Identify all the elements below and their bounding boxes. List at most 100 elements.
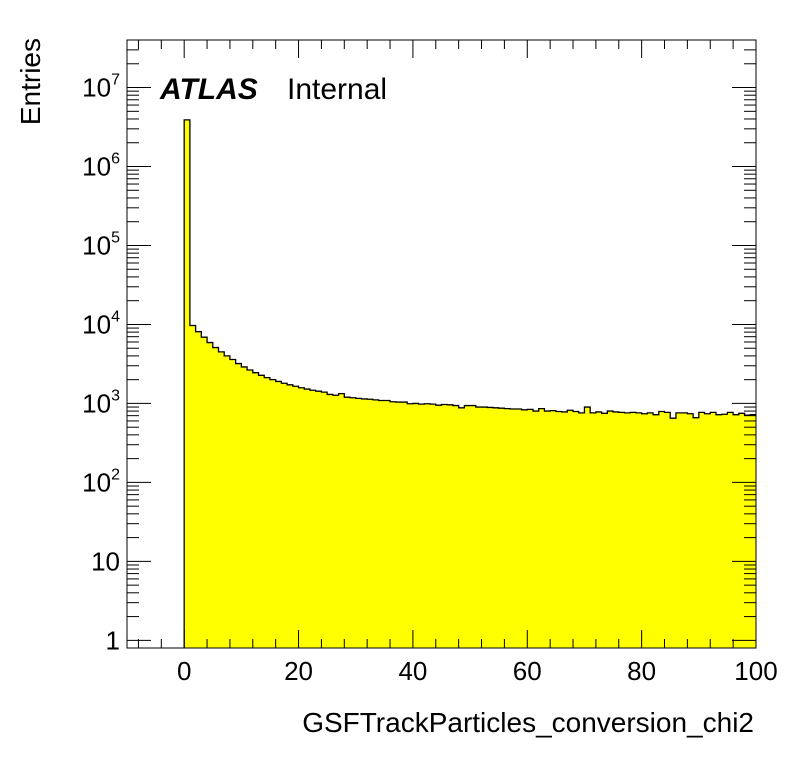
histogram-bar xyxy=(578,412,585,648)
histogram-bar xyxy=(435,405,442,648)
plot-frame xyxy=(126,39,757,649)
x-tick-label: 80 xyxy=(627,656,656,686)
histogram-bar xyxy=(613,411,620,648)
histogram-bar xyxy=(252,372,259,648)
histogram-bar xyxy=(258,375,265,648)
histogram-bar xyxy=(710,412,717,648)
histogram-bar xyxy=(590,412,597,648)
histogram-bar xyxy=(584,407,591,648)
histogram-bar xyxy=(292,386,299,648)
histogram-bar xyxy=(647,412,654,648)
histogram-bar xyxy=(698,412,705,648)
x-tick-label: 20 xyxy=(284,656,313,686)
histogram-bar xyxy=(750,414,757,648)
histogram-bar xyxy=(675,412,682,648)
histogram-bar xyxy=(264,377,271,648)
histogram-bar xyxy=(407,403,414,648)
histogram-bar xyxy=(555,411,562,648)
histogram-bar xyxy=(687,413,694,648)
histogram-bar xyxy=(338,393,345,648)
histogram-bar xyxy=(618,412,625,648)
histogram-bar xyxy=(704,413,711,648)
histogram-bar xyxy=(367,399,374,648)
histogram-bar xyxy=(327,394,334,648)
histogram-bar xyxy=(355,398,362,648)
histogram-bar xyxy=(475,407,482,648)
histogram-bar xyxy=(452,405,459,648)
histogram-bar xyxy=(229,359,236,648)
histogram-bar xyxy=(721,414,728,648)
histogram-bars xyxy=(183,119,757,649)
histogram-bar xyxy=(309,390,316,648)
histogram-bar xyxy=(304,389,311,648)
histogram-bar xyxy=(464,405,471,648)
histogram-bar xyxy=(670,418,677,648)
histogram-bar xyxy=(738,413,745,648)
histogram-bar xyxy=(424,403,431,648)
histogram-bar xyxy=(287,384,294,648)
x-tick-label: 60 xyxy=(513,656,542,686)
histogram-bar xyxy=(269,379,276,648)
y-axis-title: Entries xyxy=(15,38,46,125)
histogram-bar xyxy=(401,402,408,648)
histogram-bar xyxy=(532,411,540,648)
histogram-bar xyxy=(458,407,465,648)
histogram-bar xyxy=(189,325,196,648)
histogram-bar xyxy=(212,347,219,648)
histogram-bar xyxy=(624,412,631,648)
histogram-bar xyxy=(498,408,505,648)
histogram-bar xyxy=(630,412,637,648)
histogram-bar xyxy=(521,409,528,648)
histogram-bar xyxy=(492,407,499,648)
atlas-label: ATLAS xyxy=(159,73,258,106)
histogram-bar xyxy=(573,411,580,648)
histogram-bar xyxy=(504,408,511,648)
y-tick-label: 106 xyxy=(82,151,120,182)
histogram-bar xyxy=(195,331,202,648)
histogram-bar xyxy=(470,405,477,648)
histogram-bar xyxy=(344,397,351,648)
histogram-bar xyxy=(361,398,368,648)
histogram-bar xyxy=(544,411,551,648)
y-tick-label: 1 xyxy=(106,625,120,655)
histogram-bar xyxy=(247,370,254,648)
histogram-bar xyxy=(595,411,602,648)
y-tick-label: 102 xyxy=(82,466,120,497)
histogram-bar xyxy=(207,342,214,648)
histogram-bar xyxy=(384,400,391,648)
internal-label: Internal xyxy=(287,73,387,106)
histogram-bar xyxy=(561,411,568,648)
y-tick-label: 10 xyxy=(91,546,120,576)
histogram-bar xyxy=(350,397,357,648)
histogram-bar xyxy=(727,412,734,648)
axis-ticks xyxy=(127,39,757,648)
y-tick-labels: 1 10 102 103 104 105 106 107 xyxy=(82,72,120,656)
histogram-bar xyxy=(332,395,339,648)
histogram-outline xyxy=(183,119,756,648)
histogram-bar xyxy=(635,412,642,648)
histogram-bar xyxy=(550,410,557,648)
histogram-bar xyxy=(658,411,665,648)
histogram-bar xyxy=(693,417,700,648)
histogram-bar xyxy=(538,408,545,648)
histogram-bar xyxy=(607,411,614,648)
x-tick-label: 100 xyxy=(734,656,777,686)
histogram-bar xyxy=(430,404,437,648)
histogram-bar xyxy=(744,415,751,648)
histogram-bar xyxy=(275,381,282,648)
histogram-bar xyxy=(390,401,397,648)
histogram-bar xyxy=(281,383,288,648)
histogram-bar xyxy=(184,119,191,649)
histogram-bar xyxy=(515,409,522,648)
histogram-bar xyxy=(224,355,231,648)
histogram-bar xyxy=(372,399,379,648)
histogram-bar xyxy=(441,404,448,648)
histogram-bar xyxy=(715,414,722,648)
y-tick-label: 105 xyxy=(82,229,120,260)
histogram-bar xyxy=(681,412,688,648)
y-tick-label: 104 xyxy=(82,308,120,339)
x-tick-labels: 0 20 40 60 80 100 xyxy=(177,656,778,686)
histogram-bar xyxy=(510,409,517,648)
histogram-bar xyxy=(664,412,671,648)
